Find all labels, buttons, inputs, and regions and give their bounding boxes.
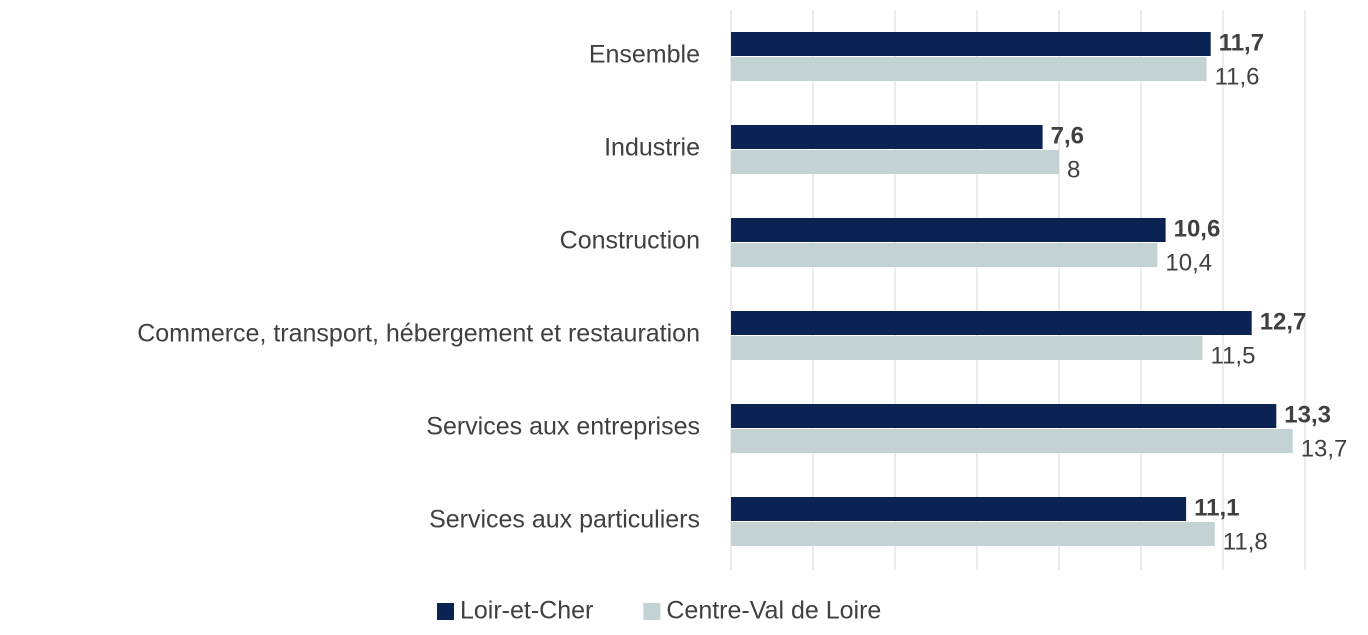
category-label: Services aux entreprises (426, 413, 700, 441)
data-label: 8 (1067, 156, 1080, 183)
bar (731, 497, 1187, 521)
legend-label: Centre-Val de Loire (666, 597, 881, 625)
legend-swatch (643, 603, 661, 620)
data-label: 7,6 (1051, 122, 1084, 149)
legend-label: Loir-et-Cher (460, 597, 593, 625)
category-label: Industrie (604, 134, 700, 162)
bar (731, 429, 1293, 453)
bar (731, 404, 1277, 428)
bar (731, 125, 1043, 149)
bar (731, 311, 1252, 335)
data-label: 11,8 (1223, 528, 1268, 555)
category-label: Services aux particuliers (429, 506, 700, 534)
data-label: 12,7 (1260, 308, 1307, 335)
legend-swatch (437, 603, 454, 620)
data-label: 10,4 (1165, 249, 1212, 276)
bar (731, 522, 1215, 546)
data-label: 11,6 (1215, 63, 1260, 90)
bar (731, 57, 1207, 81)
bar (731, 218, 1166, 242)
data-label: 11,7 (1219, 29, 1264, 56)
data-label: 10,6 (1174, 215, 1221, 242)
data-label: 13,7 (1301, 435, 1348, 462)
category-label: Construction (560, 227, 700, 255)
bar (731, 243, 1158, 267)
bar (731, 336, 1203, 360)
data-label: 13,3 (1284, 401, 1331, 428)
bar (731, 32, 1211, 56)
category-label: Ensemble (589, 41, 700, 69)
data-label: 11,5 (1211, 342, 1256, 369)
bar (731, 150, 1059, 174)
category-label: Commerce, transport, hébergement et rest… (137, 320, 700, 348)
data-label: 11,1 (1194, 494, 1239, 521)
